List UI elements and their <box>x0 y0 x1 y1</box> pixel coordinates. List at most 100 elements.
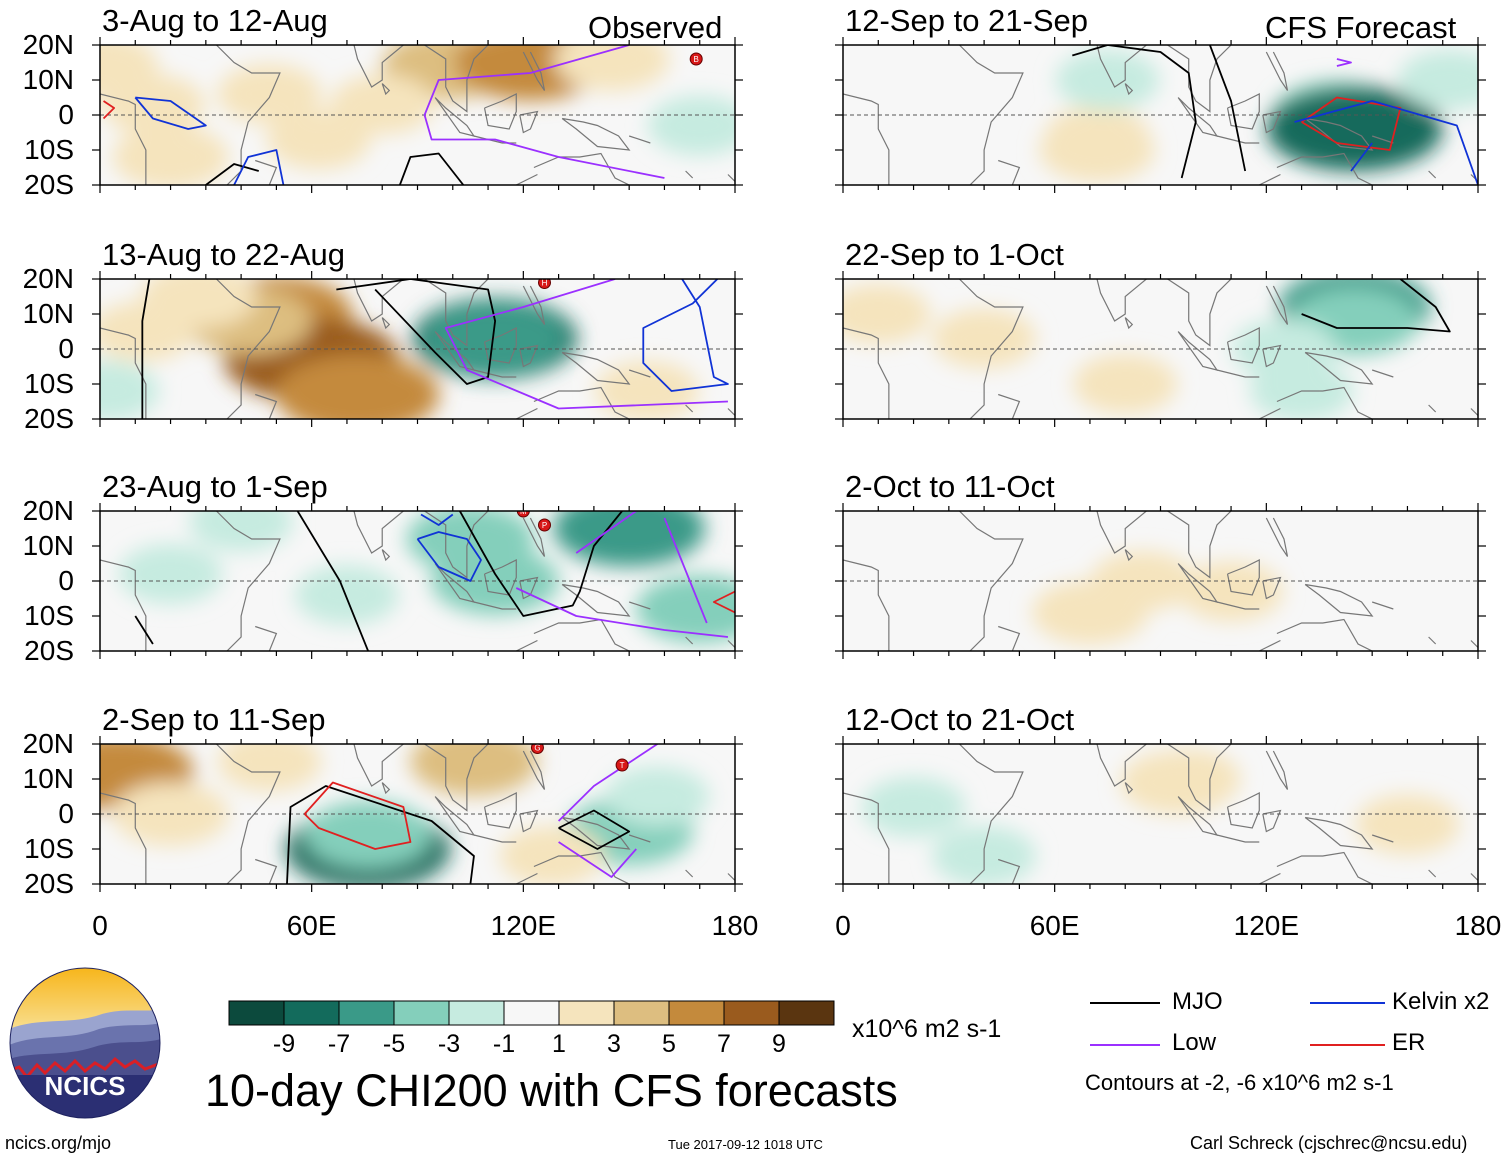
coastline <box>1124 317 1134 330</box>
coastline <box>1167 279 1232 347</box>
footer-site: ncics.org/mjo <box>5 1133 112 1153</box>
coastline <box>522 51 546 91</box>
legend-swatch-mjo <box>1090 1002 1160 1004</box>
coastline <box>843 93 890 185</box>
map-panel <box>835 37 1486 193</box>
contour-low <box>423 45 665 179</box>
legend-label-er: ER <box>1392 1029 1426 1056</box>
coastline <box>1265 285 1289 325</box>
contour-low <box>1336 58 1352 67</box>
contour-er <box>712 590 735 614</box>
contour-kelvin <box>233 149 285 185</box>
coastline <box>1095 744 1149 787</box>
lat-tick-label: 10N <box>22 298 74 329</box>
colorbar-tick-label: -9 <box>272 1030 296 1058</box>
coastline <box>628 369 651 378</box>
coastline <box>1124 549 1134 562</box>
coastline <box>958 511 1024 651</box>
coastline <box>424 744 489 812</box>
contour-kelvin <box>1294 100 1478 185</box>
coastline <box>1226 559 1260 596</box>
coastline <box>514 639 538 651</box>
coastline <box>352 45 406 88</box>
coastline <box>381 83 391 96</box>
forecast-label: CFS Forecast <box>1265 10 1457 45</box>
coastline <box>1257 639 1281 651</box>
anomaly-blob <box>553 511 706 567</box>
map-panel: B <box>92 37 743 193</box>
lat-tick-label: 20N <box>22 728 74 759</box>
coastline <box>1428 404 1437 413</box>
lat-tick-label: 20S <box>24 169 74 200</box>
anomaly-blob <box>1120 750 1237 815</box>
coastline <box>519 110 539 134</box>
colorbar-cell <box>283 1000 340 1026</box>
coastline <box>561 351 631 385</box>
panel-title: 2-Oct to 11-Oct <box>845 469 1055 504</box>
coastline <box>1428 170 1437 179</box>
colorbar-cell <box>393 1000 450 1026</box>
contour-mjo <box>205 163 259 185</box>
coastline <box>1262 110 1282 134</box>
map-panel <box>835 271 1486 427</box>
coastline <box>998 858 1021 884</box>
lat-tick-label: 10N <box>22 64 74 95</box>
cyclone-id: B <box>694 55 699 64</box>
lat-tick-label: 20S <box>24 403 74 434</box>
coastline <box>514 407 538 419</box>
coastline <box>522 285 546 325</box>
cyclone-id: G <box>534 744 540 753</box>
coastline <box>1177 331 1219 371</box>
contour-mjo <box>558 809 631 850</box>
coastline <box>514 872 538 884</box>
coastline <box>1177 97 1219 137</box>
coastline <box>1257 872 1281 884</box>
chart-title: 10-day CHI200 with CFS forecasts <box>205 1065 898 1116</box>
anomaly-blob <box>100 301 195 362</box>
coastline <box>685 869 694 878</box>
contour-mjo <box>459 511 623 617</box>
legend-label-kelvin: Kelvin x2 <box>1392 988 1490 1015</box>
contour-kelvin <box>416 531 482 582</box>
contour-mjo <box>1301 279 1451 333</box>
contour-mjo <box>296 511 369 651</box>
coastline <box>1257 173 1281 185</box>
map-panel: MP <box>92 503 743 659</box>
anomaly-blob <box>1039 118 1155 182</box>
coastline <box>1095 511 1149 554</box>
coastline <box>628 135 651 144</box>
anomaly-blob <box>217 64 322 124</box>
coastline <box>1265 750 1289 790</box>
colorbar-tick-label: 1 <box>552 1030 566 1058</box>
contour-legend: MJO Kelvin x2 Low ER <box>1085 988 1505 1055</box>
anomaly-blob <box>100 45 158 98</box>
coastline <box>727 174 735 182</box>
coastline <box>533 851 630 884</box>
map-panel: GT <box>92 736 743 892</box>
coastline <box>381 782 391 795</box>
coastline <box>1167 511 1232 579</box>
colorbar-units: x10^6 m2 s-1 <box>852 1015 1002 1043</box>
coastline <box>1177 796 1219 836</box>
coastline <box>519 809 539 833</box>
coastline <box>1276 386 1373 419</box>
colorbar-cell <box>503 1000 560 1026</box>
legend-swatch-er <box>1310 1044 1385 1046</box>
coastline <box>685 636 694 645</box>
coastline <box>958 45 1024 185</box>
ncics-logo: NCICS <box>9 967 161 1119</box>
coastline <box>255 393 278 419</box>
footer-timestamp: Tue 2017-09-12 1018 UTC <box>668 1137 823 1152</box>
anomaly-blob <box>843 284 931 344</box>
colorbar-tick-label: -7 <box>327 1030 351 1058</box>
lat-tick-label: 0 <box>58 565 74 596</box>
coastline <box>1216 369 1260 378</box>
coastline <box>1265 517 1289 557</box>
colorbar-cell <box>613 1000 670 1026</box>
coastline <box>100 93 147 185</box>
coastline <box>958 744 1024 884</box>
anomaly-blob <box>553 45 670 91</box>
coastline <box>843 792 890 884</box>
contour-kelvin <box>1350 142 1373 172</box>
coastline <box>1044 511 1046 512</box>
